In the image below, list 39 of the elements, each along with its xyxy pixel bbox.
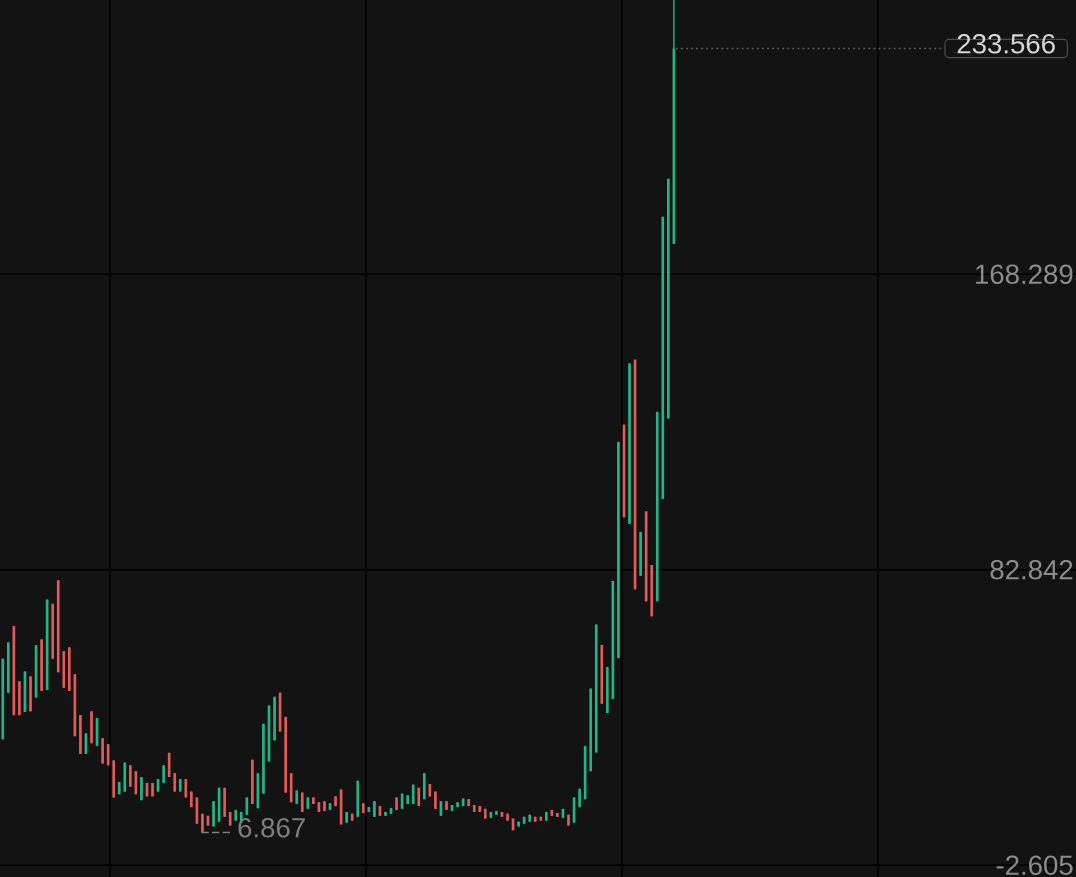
candlestick xyxy=(373,800,376,818)
candlestick xyxy=(129,764,132,788)
candlestick xyxy=(395,796,398,811)
candlestick xyxy=(628,362,631,525)
candlestick xyxy=(434,790,437,810)
candlestick xyxy=(190,790,193,808)
y-tick-label: 82.842 xyxy=(990,559,1073,580)
candlestick xyxy=(140,776,143,801)
candlestick xyxy=(334,795,337,807)
candlestick xyxy=(544,811,548,822)
candlestick xyxy=(173,772,177,793)
candlestick xyxy=(556,812,559,818)
candlestick xyxy=(384,811,387,817)
candlestick xyxy=(90,710,93,744)
annotation: 6.867 xyxy=(238,818,305,838)
candlestick xyxy=(323,800,326,812)
candlestick xyxy=(101,737,104,765)
y-tick-label: -2.605 xyxy=(996,855,1073,876)
candlestick xyxy=(151,782,154,798)
candlestick xyxy=(456,801,459,808)
candlestick xyxy=(162,764,165,784)
candlestick xyxy=(406,794,409,805)
candlestick xyxy=(578,788,581,808)
candlestick xyxy=(528,814,532,823)
y-tick-label: 168.289 xyxy=(976,264,1073,285)
candlestick xyxy=(18,680,21,716)
candlestick xyxy=(79,714,82,755)
candlestick xyxy=(312,796,315,805)
candlestick xyxy=(223,787,226,818)
candlestick xyxy=(345,811,348,824)
ref-line-label: 233.566 xyxy=(957,34,1055,54)
candlestick xyxy=(495,810,498,816)
candlestick xyxy=(445,800,448,811)
candlestick xyxy=(201,813,204,834)
candlestick xyxy=(29,675,32,713)
candlestick xyxy=(212,800,215,828)
candlestick xyxy=(506,813,509,822)
candlestick xyxy=(517,820,520,828)
candlestick xyxy=(567,814,570,827)
